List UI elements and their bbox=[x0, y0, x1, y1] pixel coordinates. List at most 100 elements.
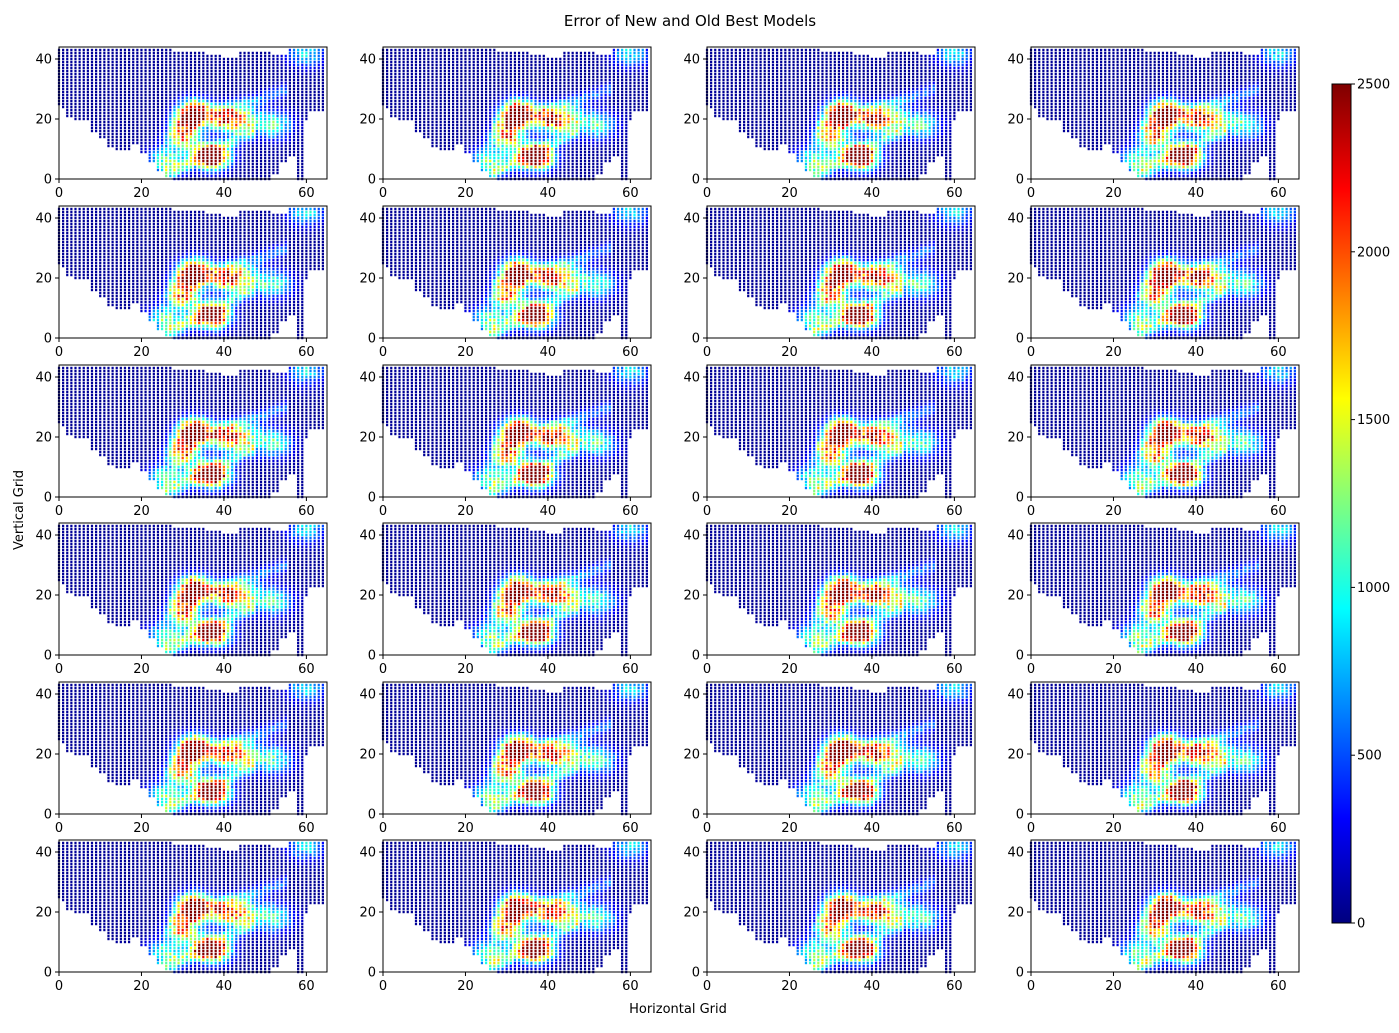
scatter-point bbox=[182, 175, 184, 177]
scatter-point bbox=[186, 97, 188, 99]
scatter-point bbox=[173, 169, 175, 171]
scatter-point bbox=[91, 76, 93, 78]
scatter-point bbox=[66, 85, 68, 87]
scatter-point bbox=[215, 58, 217, 60]
scatter-point bbox=[173, 61, 175, 63]
scatter-point bbox=[194, 64, 196, 66]
scatter-point bbox=[243, 127, 245, 129]
scatter-point bbox=[66, 73, 68, 75]
scatter-point bbox=[268, 109, 270, 111]
scatter-point bbox=[157, 133, 159, 135]
scatter-point bbox=[144, 127, 146, 129]
scatter-point bbox=[264, 94, 266, 96]
scatter-point bbox=[103, 109, 105, 111]
scatter-point bbox=[157, 79, 159, 81]
scatter-point bbox=[248, 94, 250, 96]
scatter-point bbox=[173, 130, 175, 132]
scatter-point bbox=[202, 151, 204, 153]
scatter-point bbox=[66, 82, 68, 84]
scatter-point bbox=[235, 79, 237, 81]
scatter-point bbox=[103, 115, 105, 117]
scatter-point bbox=[252, 97, 254, 99]
scatter-point bbox=[190, 118, 192, 120]
scatter-point bbox=[116, 145, 118, 147]
scatter-point bbox=[215, 118, 217, 120]
scatter-point bbox=[268, 112, 270, 114]
scatter-point bbox=[264, 148, 266, 150]
scatter-point bbox=[190, 103, 192, 105]
scatter-point bbox=[268, 94, 270, 96]
scatter-point bbox=[260, 133, 262, 135]
scatter-point bbox=[144, 112, 146, 114]
scatter-point bbox=[248, 133, 250, 135]
scatter-point bbox=[95, 121, 97, 123]
scatter-point bbox=[79, 91, 81, 93]
scatter-point bbox=[227, 76, 229, 78]
scatter-point bbox=[223, 136, 225, 138]
scatter-point bbox=[223, 172, 225, 174]
scatter-point bbox=[256, 55, 258, 57]
scatter-point bbox=[153, 67, 155, 69]
scatter-point bbox=[194, 169, 196, 171]
scatter-point bbox=[268, 151, 270, 153]
scatter-point bbox=[136, 82, 138, 84]
scatter-point bbox=[252, 106, 254, 108]
scatter-point bbox=[169, 145, 171, 147]
scatter-point bbox=[260, 103, 262, 105]
scatter-point bbox=[128, 106, 130, 108]
scatter-point bbox=[182, 154, 184, 156]
scatter-point bbox=[91, 109, 93, 111]
scatter-point bbox=[107, 109, 109, 111]
scatter-point bbox=[116, 94, 118, 96]
scatter-point bbox=[66, 91, 68, 93]
scatter-point bbox=[252, 142, 254, 144]
scatter-point bbox=[91, 70, 93, 72]
scatter-point bbox=[116, 58, 118, 60]
scatter-point bbox=[177, 130, 179, 132]
scatter-point bbox=[91, 91, 93, 93]
scatter-point bbox=[239, 163, 241, 165]
scatter-point bbox=[264, 67, 266, 69]
scatter-point bbox=[165, 166, 167, 168]
scatter-point bbox=[248, 118, 250, 120]
scatter-point bbox=[194, 70, 196, 72]
scatter-point bbox=[235, 94, 237, 96]
scatter-point bbox=[210, 58, 212, 60]
scatter-point bbox=[157, 130, 159, 132]
scatter-point bbox=[256, 91, 258, 93]
scatter-point bbox=[103, 112, 105, 114]
scatter-point bbox=[219, 55, 221, 57]
scatter-point bbox=[231, 94, 233, 96]
scatter-point bbox=[190, 175, 192, 177]
scatter-point bbox=[157, 88, 159, 90]
scatter-point bbox=[79, 100, 81, 102]
scatter-point bbox=[107, 121, 109, 123]
scatter-point bbox=[116, 70, 118, 72]
scatter-point bbox=[153, 52, 155, 54]
scatter-point bbox=[83, 70, 85, 72]
scatter-point bbox=[112, 109, 114, 111]
scatter-point bbox=[136, 112, 138, 114]
scatter-point bbox=[190, 121, 192, 123]
scatter-point bbox=[120, 58, 122, 60]
scatter-point bbox=[95, 76, 97, 78]
scatter-point bbox=[132, 109, 134, 111]
scatter-point bbox=[268, 136, 270, 138]
scatter-point bbox=[227, 61, 229, 63]
scatter-point bbox=[227, 175, 229, 177]
scatter-point bbox=[194, 67, 196, 69]
scatter-point bbox=[198, 100, 200, 102]
scatter-point bbox=[177, 163, 179, 165]
scatter-point bbox=[112, 121, 114, 123]
scatter-point bbox=[157, 160, 159, 162]
scatter-point bbox=[235, 160, 237, 162]
scatter-point bbox=[120, 115, 122, 117]
scatter-point bbox=[243, 172, 245, 174]
scatter-point bbox=[153, 103, 155, 105]
scatter-point bbox=[239, 109, 241, 111]
scatter-point bbox=[268, 175, 270, 177]
scatter-point bbox=[264, 175, 266, 177]
scatter-point bbox=[165, 82, 167, 84]
scatter-point bbox=[132, 103, 134, 105]
scatter-point bbox=[112, 139, 114, 141]
